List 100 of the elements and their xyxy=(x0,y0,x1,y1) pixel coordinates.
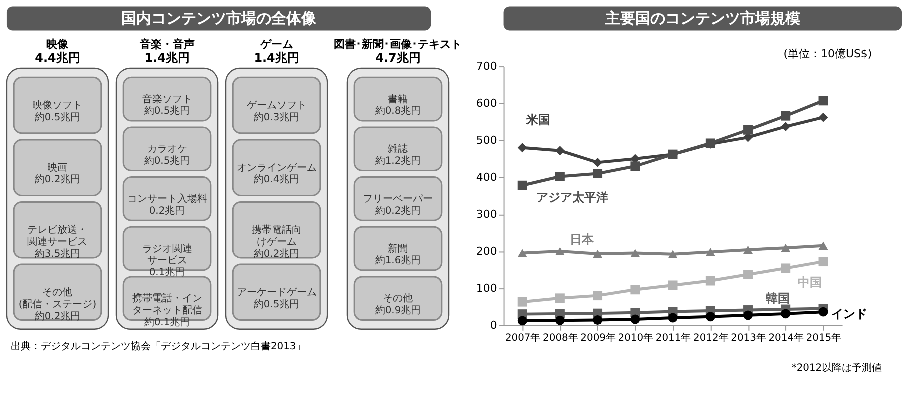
point xyxy=(518,249,528,258)
series-label: アジア太平洋 xyxy=(536,190,609,205)
point xyxy=(630,285,640,295)
point xyxy=(518,180,528,190)
point xyxy=(593,158,603,168)
point xyxy=(555,172,565,182)
y-tick-label: 200 xyxy=(476,244,498,258)
text: 約0.2兆円 xyxy=(254,248,300,260)
text: 約0.2兆円 xyxy=(375,206,422,217)
source-note: 出典：デジタルコンテンツ協会「デジタルコンテンツ白書2013」 xyxy=(10,340,306,352)
category-label: カラオケ xyxy=(147,144,188,156)
text: 約0.5兆円 xyxy=(144,156,190,168)
text: 音楽・音声 xyxy=(138,38,195,52)
text: 約0.5兆円 xyxy=(144,106,190,118)
point xyxy=(593,169,603,179)
point xyxy=(593,316,603,325)
category-label: フリーペーパー xyxy=(363,194,434,205)
text: 約0.5兆円 xyxy=(34,112,81,124)
point xyxy=(818,112,828,122)
text: 約3.5兆円 xyxy=(34,248,81,260)
point xyxy=(818,307,828,317)
point xyxy=(706,276,716,286)
text: ゲーム xyxy=(259,38,294,52)
point xyxy=(518,316,528,326)
text: *2012以降は予測値 xyxy=(792,362,882,374)
point xyxy=(744,246,753,254)
point xyxy=(744,125,753,135)
text: 約0.2兆円 xyxy=(34,174,81,186)
point xyxy=(818,242,828,250)
point xyxy=(781,244,791,252)
text: 約1.6兆円 xyxy=(375,256,422,267)
y-tick-label: 400 xyxy=(476,170,498,184)
text: (単位：10億US$) xyxy=(784,48,872,61)
point xyxy=(630,314,640,324)
chart-title: 主要国のコンテンツ市場規模 xyxy=(604,10,802,28)
point xyxy=(555,316,565,326)
category-label: 音楽ソフト xyxy=(142,93,192,106)
x-tick-label: 2011年 xyxy=(656,332,692,344)
series-label: インド xyxy=(831,307,868,322)
point xyxy=(781,264,791,274)
text: 約0.3兆円 xyxy=(254,112,300,124)
point xyxy=(744,270,753,280)
x-tick-label: 2013年 xyxy=(731,332,766,344)
y-tick-label: 500 xyxy=(476,134,498,147)
text: 図書･新聞･画像･テキスト xyxy=(334,38,462,52)
category-label: 雑誌 xyxy=(388,143,408,156)
point xyxy=(706,312,716,322)
point xyxy=(744,310,753,320)
x-tick-label: 2007年 xyxy=(505,332,541,344)
text: 国内コンテンツ市場の全体像 xyxy=(122,10,318,28)
text: 約0.9兆円 xyxy=(375,306,422,317)
category-label: 新聞 xyxy=(388,242,408,255)
point xyxy=(668,280,678,290)
x-tick-label: 2008年 xyxy=(543,332,578,344)
series-label: 中国 xyxy=(798,275,822,290)
series-label: 韓国 xyxy=(766,291,790,306)
category-label: その他 (配信・ステージ) xyxy=(18,286,97,310)
category-label: コンサート入場料 xyxy=(127,192,208,205)
text: 約0.4兆円 xyxy=(254,174,300,186)
y-tick-label: 100 xyxy=(476,282,498,295)
category-label: 携帯電話向けゲーム xyxy=(252,224,302,248)
x-tick-label: 2010年 xyxy=(618,332,654,344)
point xyxy=(781,309,791,319)
text: 約0.8兆円 xyxy=(375,106,422,118)
text: 約0.5兆円 xyxy=(254,299,300,310)
point xyxy=(518,143,528,153)
category-label: アーケードゲーム xyxy=(236,287,317,298)
point xyxy=(630,162,640,172)
text: 1.4兆円 xyxy=(144,50,190,65)
point xyxy=(781,122,791,132)
category-label: ラジオ関連サービス xyxy=(142,242,192,267)
category-label: 書籍 xyxy=(388,93,408,106)
text: 約0.2兆円 xyxy=(34,311,81,322)
text: 0.2兆円 xyxy=(149,206,186,217)
y-tick-label: 700 xyxy=(476,60,498,74)
text: 約1.2兆円 xyxy=(375,156,422,168)
y-tick-label: 0 xyxy=(490,318,498,332)
category-label: ゲームソフト xyxy=(246,100,307,112)
point xyxy=(593,250,603,258)
y-tick-label: 600 xyxy=(476,97,498,110)
x-tick-label: 2015年 xyxy=(806,332,842,344)
x-tick-label: 2014年 xyxy=(768,332,804,344)
text: 約0.1兆円 xyxy=(144,317,190,328)
x-tick-label: 2012年 xyxy=(693,332,729,344)
point xyxy=(668,313,678,323)
category-label: 携帯電話・インターネット配信 xyxy=(132,292,202,317)
text: 映像 xyxy=(46,38,70,52)
series-label: 米国 xyxy=(526,113,551,128)
point xyxy=(593,291,603,301)
x-tick-label: 2009年 xyxy=(580,332,616,344)
text: 1.4兆円 xyxy=(254,50,300,65)
category-label: 映画 xyxy=(48,162,68,174)
point xyxy=(706,248,716,256)
point xyxy=(555,146,565,156)
point xyxy=(630,249,640,258)
category-label: 映像ソフト xyxy=(32,100,83,112)
category-label: その他 xyxy=(383,292,414,305)
point xyxy=(818,257,828,267)
point xyxy=(781,111,791,121)
text: 0.1兆円 xyxy=(149,268,186,279)
